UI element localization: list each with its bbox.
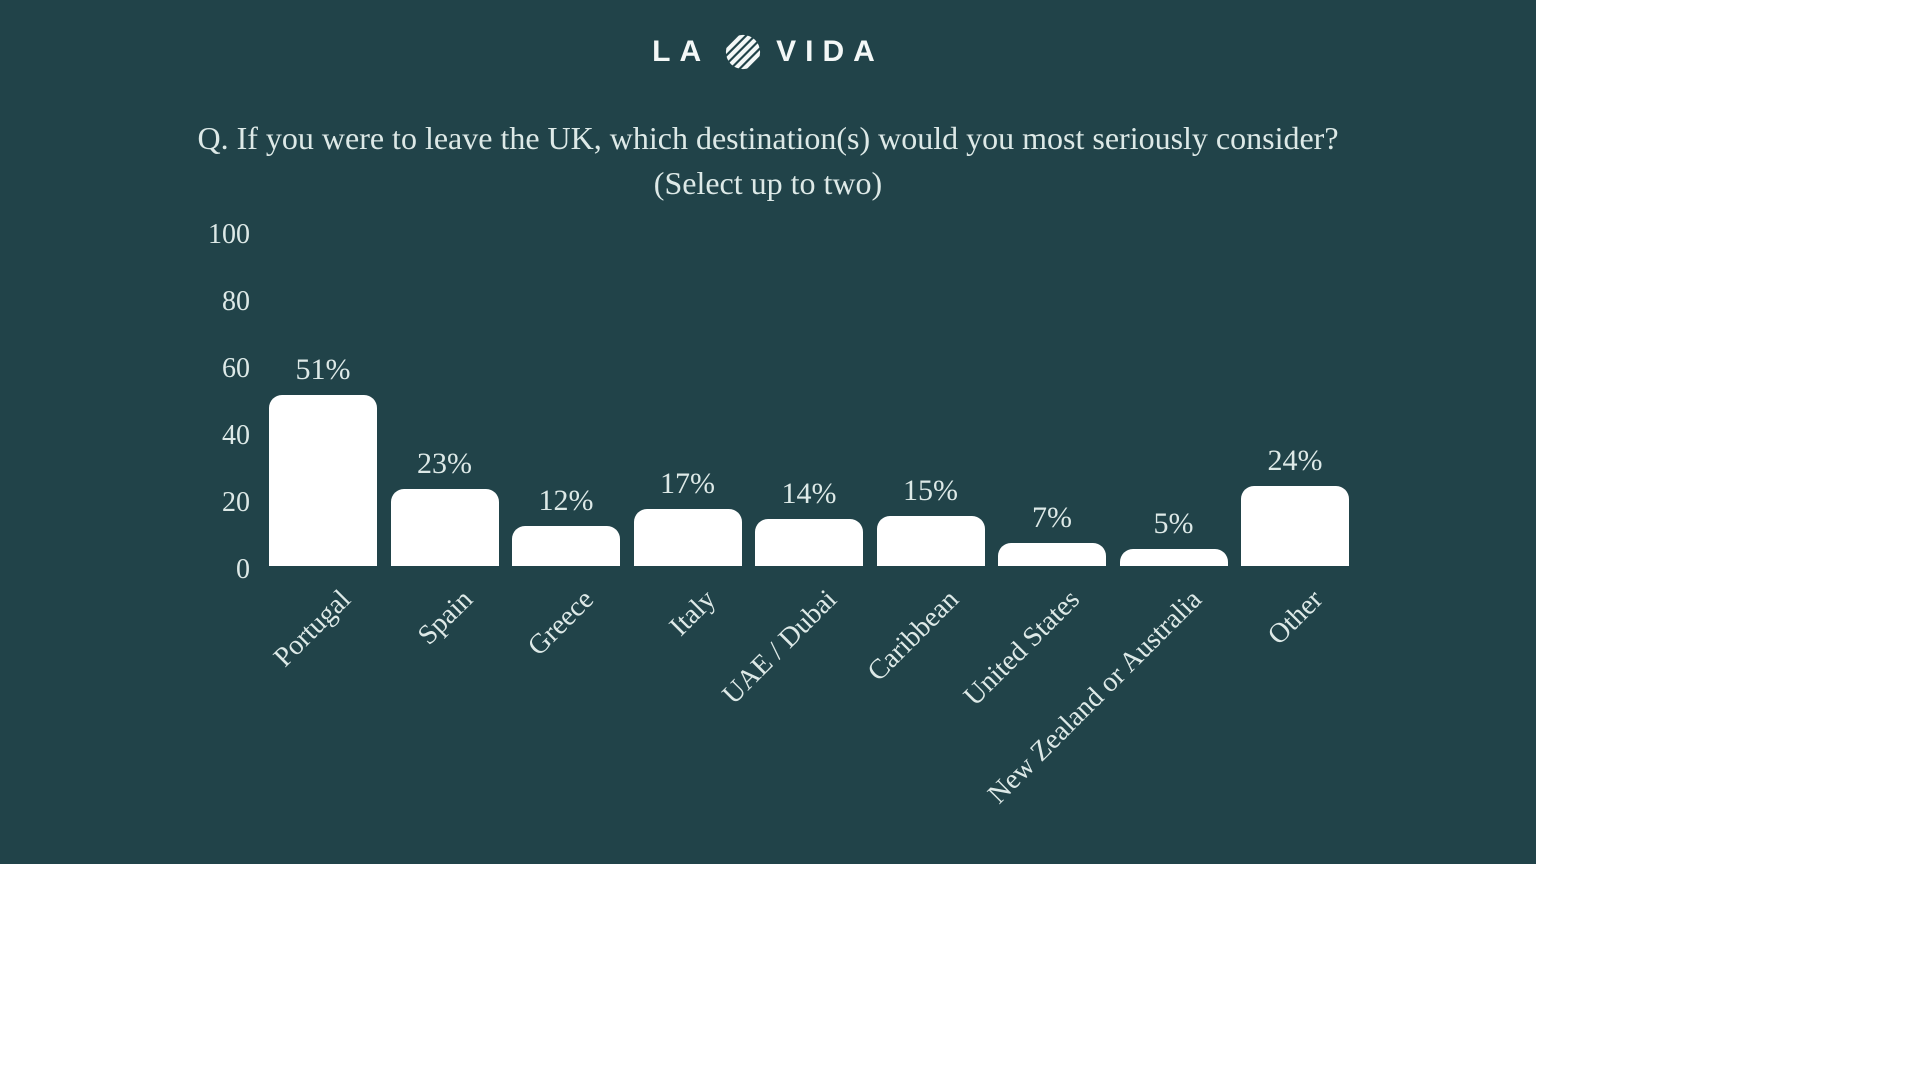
striped-circle-icon (726, 34, 761, 70)
bar (1241, 485, 1349, 566)
y-axis-tick-label: 40 (222, 420, 250, 451)
chart-panel: LA VIDA Q. If you were to leav (0, 0, 1536, 864)
bar-value-label: 12% (538, 483, 594, 517)
bar-value-label: 17% (660, 467, 715, 501)
bar-value-label: 51% (295, 353, 351, 387)
bar-value-label: 15% (903, 473, 958, 507)
bar (755, 519, 863, 566)
bar (998, 542, 1106, 566)
x-category-label: Other (1261, 584, 1329, 652)
bar-value-label: 24% (1267, 443, 1323, 477)
x-category-label: UAE / Dubai (716, 584, 843, 711)
bar (633, 509, 742, 566)
brand-logo-word-la: LA (652, 35, 711, 68)
bar (876, 515, 985, 566)
brand-logo: LA VIDA (0, 34, 1536, 70)
y-axis-tick-label: 60 (222, 353, 250, 384)
y-axis-tick-label: 100 (208, 219, 250, 250)
x-category-label: Spain (411, 584, 479, 652)
x-category-label: Greece (521, 584, 600, 662)
chart-title: Q. If you were to leave the UK, which de… (0, 116, 1536, 206)
bar (1119, 549, 1228, 566)
bar (269, 395, 377, 566)
x-category-label: New Zealand or Australia (981, 584, 1208, 810)
chart-title-line1: Q. If you were to leave the UK, which de… (197, 120, 1339, 156)
y-axis-tick-label: 20 (222, 487, 250, 518)
brand-logo-lockup: LA VIDA (652, 34, 884, 70)
bar-chart: 0 20 40 60 80 100 51% Portugal 23% Spain 12% Greece… (208, 219, 1349, 810)
brand-logo-word-vida: VIDA (776, 35, 884, 68)
chart-title-line2: (Select up to two) (653, 165, 883, 201)
bar-value-label: 5% (1153, 507, 1194, 541)
y-axis-tick-label: 80 (222, 286, 250, 317)
x-category-label: Caribbean (861, 584, 965, 688)
y-axis-tick-label: 0 (236, 554, 250, 585)
x-category-label: Portugal (267, 584, 357, 674)
bar (390, 488, 499, 566)
bar (512, 525, 620, 566)
x-category-label: United States (957, 584, 1086, 713)
x-category-label: Italy (663, 584, 722, 643)
bar-value-label: 23% (417, 446, 472, 480)
bar-value-label: 14% (781, 477, 837, 511)
bar-value-label: 7% (1032, 500, 1072, 534)
